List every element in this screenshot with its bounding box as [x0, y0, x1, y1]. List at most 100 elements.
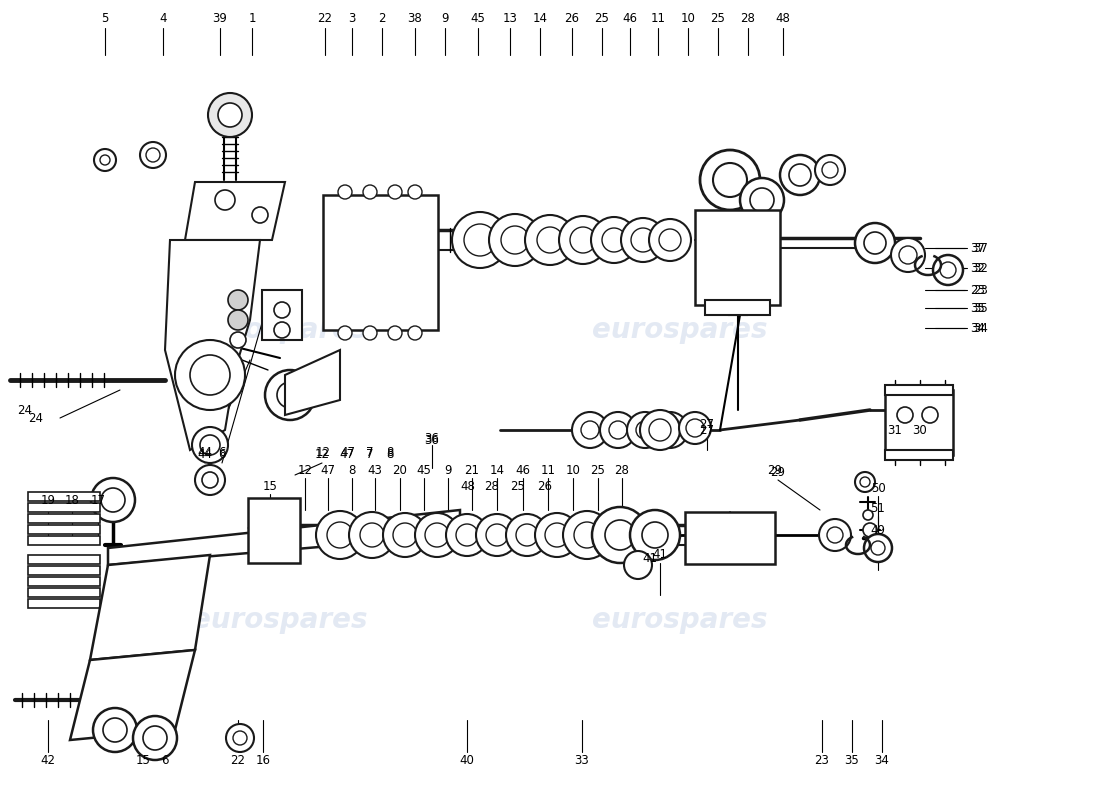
- Circle shape: [100, 155, 110, 165]
- Text: 48: 48: [461, 479, 475, 493]
- Circle shape: [661, 421, 679, 439]
- Circle shape: [591, 217, 637, 263]
- Circle shape: [316, 511, 364, 559]
- Text: eurospares: eurospares: [592, 606, 768, 634]
- Circle shape: [535, 513, 579, 557]
- Circle shape: [563, 511, 611, 559]
- Text: eurospares: eurospares: [192, 606, 367, 634]
- Circle shape: [456, 524, 478, 546]
- Text: 12: 12: [316, 446, 330, 459]
- Circle shape: [864, 523, 877, 537]
- Circle shape: [195, 465, 226, 495]
- Text: 9: 9: [441, 11, 449, 25]
- Circle shape: [476, 514, 518, 556]
- Circle shape: [415, 513, 459, 557]
- Circle shape: [627, 412, 663, 448]
- Text: 18: 18: [65, 494, 79, 506]
- Circle shape: [652, 412, 688, 448]
- Text: 31: 31: [888, 423, 902, 437]
- Circle shape: [581, 421, 600, 439]
- Bar: [28, 514, 100, 523]
- Text: 42: 42: [41, 754, 55, 766]
- Text: 6: 6: [218, 449, 226, 462]
- Text: 47: 47: [341, 446, 355, 459]
- Circle shape: [274, 302, 290, 318]
- Text: eurospares: eurospares: [192, 316, 367, 344]
- Circle shape: [175, 340, 245, 410]
- Text: 15: 15: [263, 479, 277, 493]
- Circle shape: [383, 513, 427, 557]
- Circle shape: [91, 478, 135, 522]
- Polygon shape: [70, 650, 195, 740]
- Text: 46: 46: [516, 463, 530, 477]
- Bar: [705, 300, 770, 315]
- Polygon shape: [108, 510, 460, 565]
- Text: 41: 41: [642, 551, 658, 565]
- Circle shape: [190, 355, 230, 395]
- Bar: [886, 390, 953, 455]
- Bar: [323, 195, 438, 330]
- Bar: [685, 512, 775, 564]
- Text: 10: 10: [681, 11, 695, 25]
- Circle shape: [864, 534, 892, 562]
- Bar: [886, 450, 953, 460]
- Bar: [28, 536, 100, 545]
- Circle shape: [140, 142, 166, 168]
- Circle shape: [630, 510, 680, 560]
- Circle shape: [208, 93, 252, 137]
- Circle shape: [252, 207, 268, 223]
- Circle shape: [94, 708, 138, 752]
- Bar: [886, 385, 953, 395]
- Text: 30: 30: [913, 423, 927, 437]
- Circle shape: [393, 523, 417, 547]
- Text: 22: 22: [231, 754, 245, 766]
- Circle shape: [265, 370, 315, 420]
- Circle shape: [143, 726, 167, 750]
- Circle shape: [516, 524, 538, 546]
- Circle shape: [864, 510, 873, 520]
- Text: 24: 24: [18, 403, 33, 417]
- Bar: [28, 555, 100, 564]
- Circle shape: [713, 163, 747, 197]
- Text: 47: 47: [340, 449, 354, 462]
- Circle shape: [226, 724, 254, 752]
- Text: 19: 19: [41, 494, 55, 506]
- Text: 34: 34: [970, 322, 985, 334]
- Text: 6: 6: [162, 754, 168, 766]
- Circle shape: [750, 188, 774, 212]
- Text: 27: 27: [700, 423, 715, 437]
- Circle shape: [360, 523, 384, 547]
- Circle shape: [233, 731, 248, 745]
- Text: 12: 12: [315, 449, 330, 462]
- Text: 11: 11: [650, 11, 666, 25]
- Text: 3: 3: [349, 11, 355, 25]
- Circle shape: [133, 716, 177, 760]
- Text: 25: 25: [591, 463, 605, 477]
- Text: 46: 46: [623, 11, 638, 25]
- Circle shape: [327, 522, 353, 548]
- Text: 45: 45: [417, 463, 431, 477]
- Circle shape: [338, 185, 352, 199]
- Text: 35: 35: [845, 754, 859, 766]
- Circle shape: [490, 214, 541, 266]
- Circle shape: [649, 219, 691, 261]
- Text: 12: 12: [297, 463, 312, 477]
- Circle shape: [544, 523, 569, 547]
- Text: 37: 37: [970, 242, 985, 254]
- Text: 11: 11: [540, 463, 556, 477]
- Circle shape: [855, 472, 875, 492]
- Text: 48: 48: [776, 11, 791, 25]
- Text: 37: 37: [974, 242, 988, 254]
- Text: 7: 7: [366, 446, 374, 459]
- Text: 34: 34: [874, 754, 890, 766]
- Circle shape: [820, 519, 851, 551]
- Text: 36: 36: [425, 431, 439, 445]
- Text: 23: 23: [815, 754, 829, 766]
- Text: 43: 43: [367, 463, 383, 477]
- Circle shape: [686, 419, 704, 437]
- Text: 8: 8: [386, 449, 394, 462]
- Text: 10: 10: [565, 463, 581, 477]
- Text: 24: 24: [28, 411, 43, 425]
- Bar: [28, 566, 100, 575]
- Polygon shape: [90, 555, 210, 660]
